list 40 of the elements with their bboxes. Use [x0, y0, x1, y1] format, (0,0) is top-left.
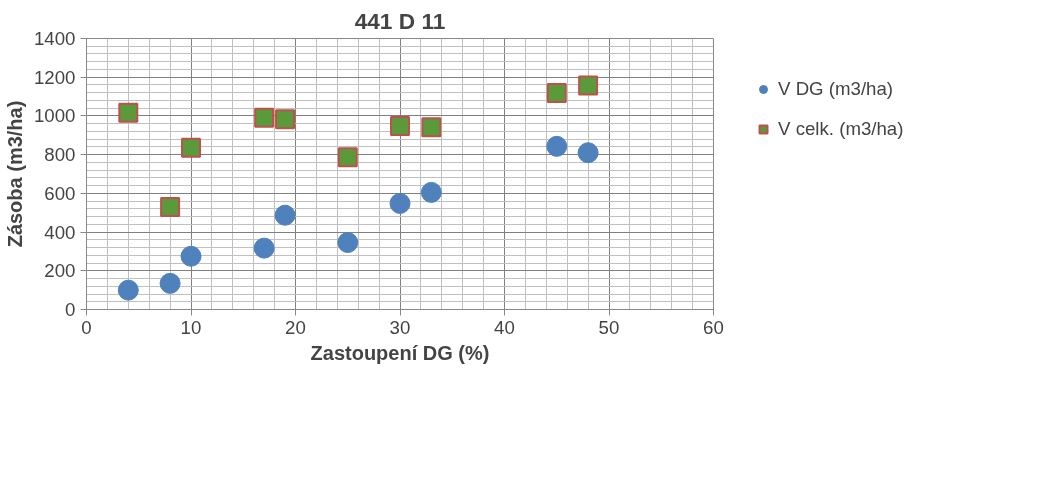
- chart-title: 441 D 11: [354, 7, 446, 34]
- x-tick-label: 50: [598, 316, 620, 338]
- point: [337, 232, 359, 253]
- point: [421, 117, 442, 138]
- point: [546, 83, 567, 104]
- y-tick-label: 600: [44, 182, 76, 204]
- point: [275, 109, 296, 130]
- x-tick-label: 10: [180, 316, 202, 338]
- point: [577, 142, 599, 164]
- y-tick-label: 1000: [34, 105, 76, 127]
- point: [546, 135, 568, 157]
- point: [390, 115, 410, 136]
- point: [337, 147, 358, 168]
- y-tick-label: 200: [44, 260, 76, 282]
- point: [181, 137, 201, 158]
- point: [389, 192, 411, 214]
- point: [180, 245, 202, 267]
- y-tick-label: 800: [44, 144, 76, 166]
- point: [253, 237, 275, 259]
- point: [420, 181, 442, 203]
- y-tick-label: 0: [65, 299, 76, 320]
- y-tick-label: 1400: [34, 28, 76, 49]
- point: [118, 102, 139, 123]
- x-tick-label: 30: [389, 316, 411, 338]
- x-tick-label: 40: [494, 316, 515, 338]
- y-axis-title: Zásoba (m3/ha): [4, 100, 26, 248]
- point: [254, 107, 275, 128]
- x-tick-label: 60: [703, 316, 724, 338]
- legend-label: V DG (m3/ha): [778, 78, 894, 100]
- point: [160, 197, 181, 218]
- legend-label: V celk. (m3/ha): [778, 118, 904, 140]
- point: [117, 279, 139, 301]
- point: [578, 75, 599, 96]
- y-tick-label: 1200: [34, 66, 76, 88]
- x-tick-label: 0: [81, 316, 92, 338]
- x-tick-label: 20: [285, 316, 306, 338]
- point: [159, 272, 181, 294]
- y-tick-label: 400: [44, 221, 76, 243]
- point: [274, 204, 296, 226]
- x-axis-title: Zastoupení DG (%): [310, 341, 490, 364]
